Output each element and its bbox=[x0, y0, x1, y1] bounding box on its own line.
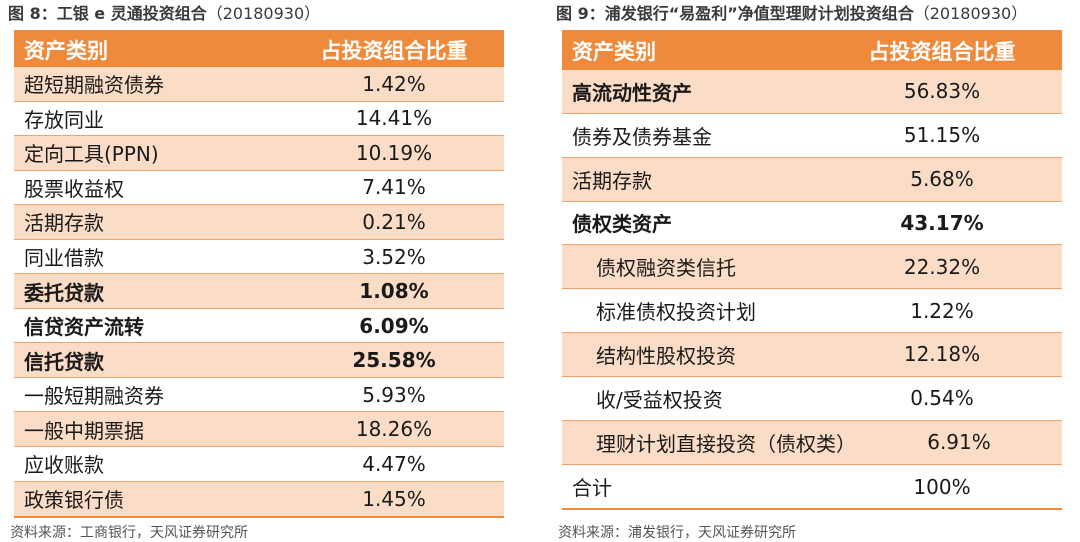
asset-share: 4.47% bbox=[362, 451, 426, 476]
asset-share: 56.83% bbox=[903, 79, 981, 104]
asset-name: 债权融资类信托 bbox=[596, 256, 736, 281]
asset-name: 高流动性资产 bbox=[572, 80, 692, 105]
asset-share: 18.26% bbox=[355, 417, 433, 442]
asset-name: 超短期融资债券 bbox=[24, 73, 164, 98]
asset-share: 14.41% bbox=[355, 106, 433, 131]
table-row: 应收账款 4.47% bbox=[14, 447, 504, 482]
table-row: 存放同业 14.41% bbox=[14, 102, 504, 137]
figure-8: 图 8：工银 e 灵通投资组合（20180930） 资产类别 占投资组合比重 超… bbox=[8, 0, 524, 541]
asset-share: 7.41% bbox=[362, 175, 426, 200]
table-row: 活期存款 0.21% bbox=[14, 205, 504, 240]
table-row: 债权融资类信托 22.32% bbox=[562, 245, 1062, 290]
figure-8-date: （20180930） bbox=[206, 4, 321, 23]
table-row: 委托贷款 1.08% bbox=[14, 274, 504, 309]
asset-name: 信托贷款 bbox=[24, 349, 104, 374]
asset-name: 信贷资产流转 bbox=[24, 315, 144, 340]
table-row: 一般中期票据 18.26% bbox=[14, 412, 504, 448]
table-row: 理财计划直接投资（债权类） 6.91% bbox=[562, 420, 1062, 465]
header-asset-class: 资产类别 bbox=[24, 38, 108, 63]
table-row: 超短期融资债券 1.42% bbox=[14, 67, 504, 102]
asset-name: 定向工具(PPN) bbox=[24, 142, 159, 167]
asset-name: 政策银行债 bbox=[24, 488, 124, 513]
asset-name: 标准债权投资计划 bbox=[596, 300, 756, 325]
asset-name: 一般中期票据 bbox=[24, 418, 144, 443]
asset-share: 12.18% bbox=[903, 342, 981, 367]
table-row: 定向工具(PPN) 10.19% bbox=[14, 136, 504, 171]
asset-share: 6.91% bbox=[927, 430, 991, 455]
figure-9: 图 9：浦发银行“易盈利”净值型理财计划投资组合（20180930） 资产类别 … bbox=[556, 0, 1074, 541]
asset-share: 43.17% bbox=[900, 210, 984, 235]
figure-8-source: 资料来源：工商银行，天风证券研究所 bbox=[10, 525, 248, 541]
figure-8-title: 图 8：工银 e 灵通投资组合（20180930） bbox=[8, 0, 524, 28]
table-row: 结构性股权投资 12.18% bbox=[562, 333, 1062, 377]
asset-name: 同业借款 bbox=[24, 246, 104, 270]
figure-9-title-text: 图 9：浦发银行“易盈利”净值型理财计划投资组合 bbox=[556, 4, 914, 23]
asset-share: 5.68% bbox=[910, 167, 974, 192]
asset-share: 0.21% bbox=[362, 209, 426, 234]
asset-name: 活期存款 bbox=[24, 211, 104, 236]
asset-share: 1.22% bbox=[910, 298, 974, 323]
asset-name: 债券及债券基金 bbox=[572, 124, 712, 149]
table-row: 活期存款 5.68% bbox=[562, 157, 1062, 202]
asset-share: 1.45% bbox=[362, 486, 426, 511]
header-portfolio-share: 占投资组合比重 bbox=[868, 40, 1016, 64]
asset-name: 债权类资产 bbox=[572, 212, 672, 237]
asset-name: 委托贷款 bbox=[24, 280, 104, 305]
asset-share: 25.58% bbox=[352, 348, 436, 373]
asset-share: 1.42% bbox=[362, 71, 426, 96]
table-header: 资产类别 占投资组合比重 bbox=[14, 32, 504, 67]
table-row: 高流动性资产 56.83% bbox=[562, 70, 1062, 114]
asset-share: 6.09% bbox=[359, 313, 429, 338]
table-header: 资产类别 占投资组合比重 bbox=[562, 32, 1062, 70]
asset-share: 5.93% bbox=[362, 382, 426, 407]
asset-share: 1.08% bbox=[359, 279, 429, 304]
table-row: 债权类资产 43.17% bbox=[562, 202, 1062, 246]
figure-9-source: 资料来源：浦发银行，天风证券研究所 bbox=[558, 525, 796, 541]
asset-name: 应收账款 bbox=[24, 453, 104, 478]
table-row: 政策银行债 1.45% bbox=[14, 481, 504, 517]
asset-name: 股票收益权 bbox=[24, 176, 124, 201]
table-row: 股票收益权 7.41% bbox=[14, 171, 504, 206]
table-row: 信托贷款 25.58% bbox=[14, 343, 504, 378]
asset-name: 收/受益权投资 bbox=[596, 387, 723, 412]
table-row: 信贷资产流转 6.09% bbox=[14, 309, 504, 344]
header-portfolio-share: 占投资组合比重 bbox=[320, 38, 468, 63]
table-row: 收/受益权投资 0.54% bbox=[562, 377, 1062, 421]
asset-share: 10.19% bbox=[355, 140, 433, 165]
table-row: 债券及债券基金 51.15% bbox=[562, 114, 1062, 158]
asset-share: 22.32% bbox=[903, 254, 981, 279]
asset-name: 一般短期融资券 bbox=[24, 384, 164, 409]
figure-8-title-text: 图 8：工银 e 灵通投资组合 bbox=[8, 4, 207, 23]
asset-name: 活期存款 bbox=[572, 168, 652, 193]
header-asset-class: 资产类别 bbox=[572, 40, 656, 64]
figure-8-table: 资产类别 占投资组合比重 超短期融资债券 1.42% 存放同业 14.41% 定向工… bbox=[14, 30, 504, 519]
asset-name: 存放同业 bbox=[24, 107, 104, 132]
figure-9-table: 资产类别 占投资组合比重 高流动性资产 56.83% 债券及债券基金 51.15% … bbox=[562, 30, 1062, 511]
asset-name: 合计 bbox=[572, 476, 612, 501]
asset-share: 0.54% bbox=[910, 386, 974, 411]
table-row: 合计 100% bbox=[562, 465, 1062, 509]
table-row: 同业借款 3.52% bbox=[14, 240, 504, 275]
asset-name: 结构性股权投资 bbox=[596, 343, 736, 368]
figure-9-title: 图 9：浦发银行“易盈利”净值型理财计划投资组合（20180930） bbox=[556, 0, 1074, 28]
asset-name: 理财计划直接投资（债权类） bbox=[596, 431, 856, 456]
asset-share: 100% bbox=[913, 474, 971, 499]
figure-9-date: （20180930） bbox=[913, 4, 1028, 23]
table-row: 一般短期融资券 5.93% bbox=[14, 378, 504, 413]
asset-share: 3.52% bbox=[362, 244, 426, 269]
table-row: 标准债权投资计划 1.22% bbox=[562, 289, 1062, 334]
asset-share: 51.15% bbox=[903, 123, 981, 148]
